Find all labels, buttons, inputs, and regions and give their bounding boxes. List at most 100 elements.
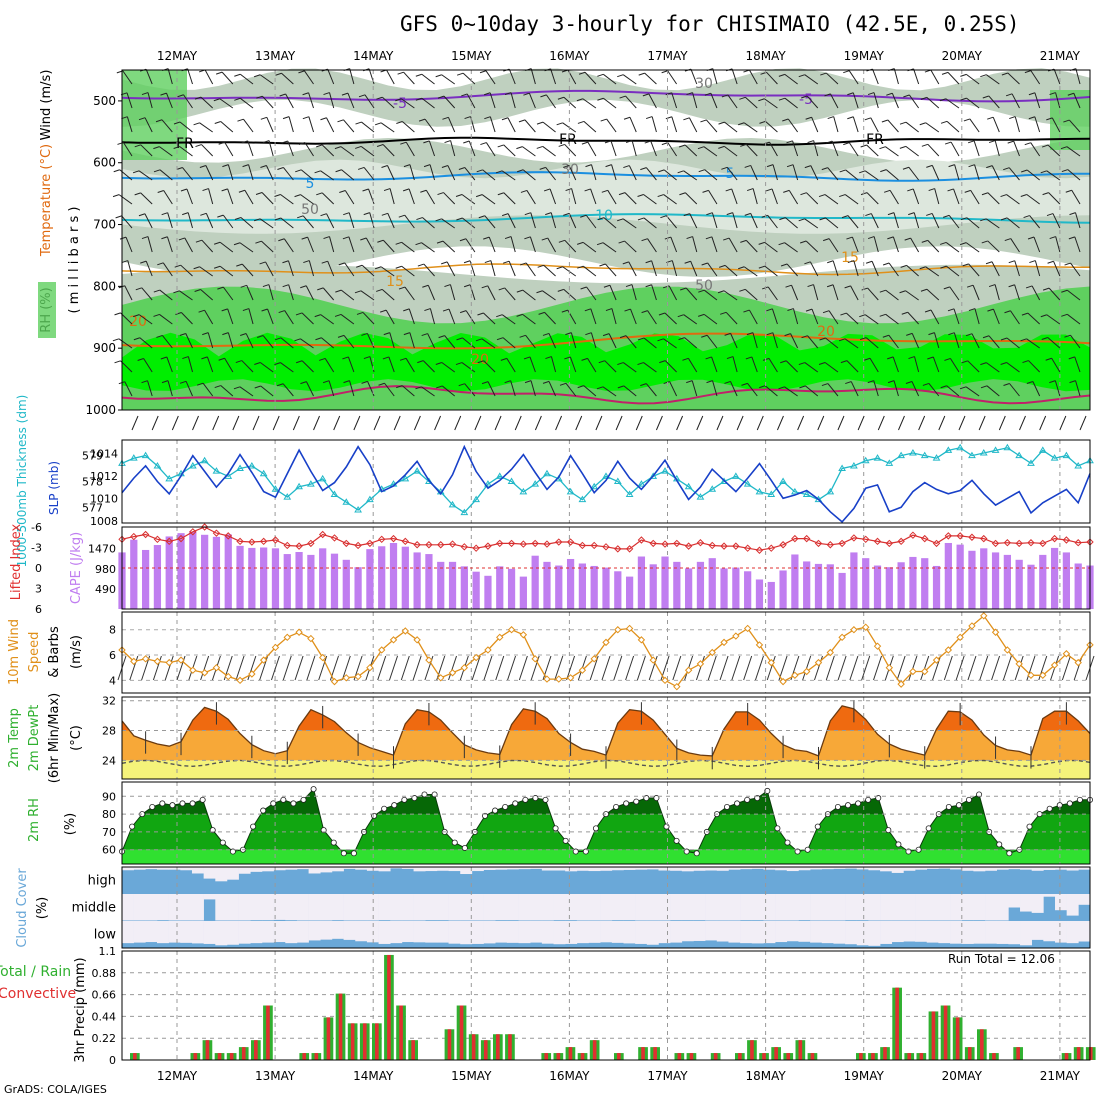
upper-wind-barb-flag [577,385,584,389]
upper-wind-barb [187,212,193,229]
upper-wind-barb [1051,117,1061,133]
upper-wind-barb-flag [236,263,243,267]
upper-wind-barb-flag [354,290,362,294]
cloud-clear-middle [635,894,648,921]
upper-wind-barb [300,338,314,349]
upper-wind-barb-flag [840,360,848,364]
cloud-clear-high [600,867,613,871]
wind10m-barb [235,655,245,681]
upper-wind-barb [219,98,234,109]
cape-bar [507,568,516,609]
upper-wind-barb-flag [455,194,463,197]
cloud-clear-middle [355,894,368,921]
upper-wind-barb-flag [1028,92,1036,96]
upper-wind-barb-flag [458,167,466,171]
upper-wind-barb [482,169,496,181]
upper-wind-barb [893,68,899,85]
upper-wind-barb [1075,212,1081,229]
upper-wind-barb [163,190,173,205]
upper-wind-barb [667,70,678,85]
upper-wind-barb [421,73,435,85]
cloud-clear-low [1008,921,1021,945]
upper-wind-barb-flag [545,356,552,360]
upper-wind-barb [1034,116,1041,133]
precip-convective-bar [266,1005,270,1060]
upper-wind-barb-flag [619,95,626,99]
upper-wind-barb [1066,146,1081,157]
cloud-clear-middle [273,894,286,920]
upper-wind-barb [161,119,173,133]
upper-wind-barb [1074,356,1081,373]
upper-wind-barb [663,338,677,349]
upper-wind-barb-flag [475,194,483,198]
upper-wind-barb [872,68,879,85]
upper-wind-barb [865,337,879,349]
day-label-top: 16MAY [549,49,590,63]
upper-wind-barb-flag [463,140,470,144]
surface-wind-barb [1059,415,1067,431]
upper-wind-barb-flag [844,285,851,289]
upper-wind-barb [144,213,153,229]
cloud-clear-middle [1020,894,1032,912]
upper-wind-barb [985,218,1000,229]
upper-wind-barb-flag [801,95,808,99]
upper-wind-barb [602,386,617,397]
upper-wind-barb-flag [746,332,754,336]
contour-label: 15 [841,250,859,266]
upper-wind-barb [409,332,415,349]
upper-wind-barb-flag [965,333,973,337]
upper-wind-barb [220,385,234,397]
rh2m-panel [121,781,1091,865]
upper-wind-barb-flag [557,288,564,292]
ylabel-precip: 3hr Precip (mm) [73,957,88,1062]
cloud-level-high: high [88,874,116,889]
upper-wind-barb-flag [887,380,895,384]
pressure-tick: 600 [93,156,116,170]
upper-wind-barb [748,309,758,325]
rh2m-point [744,796,751,803]
upper-wind-barb-flag [988,140,996,144]
surface-wind-barb [978,415,986,431]
cloud-clear-middle [436,894,449,921]
rh2m-tick: 80 [102,808,116,821]
cloud-clear-low [320,921,333,940]
upper-wind-barb [388,356,395,373]
upper-wind-barb [568,213,577,229]
upper-wind-barb [930,309,940,325]
upper-wind-barb-flag [847,260,855,264]
cloud-clear-middle [553,894,566,921]
upper-wind-barb-flag [182,356,189,360]
cloud-clear-high [203,867,216,879]
upper-wind-barb-flag [705,236,713,240]
upper-wind-barb-flag [1026,381,1034,384]
upper-wind-barb-flag [153,146,160,150]
upper-wind-barb [651,284,657,301]
upper-wind-barb [667,142,678,157]
cloud-clear-low [355,921,368,942]
upper-wind-barb-flag [584,188,591,192]
cloud-clear-low [635,921,648,944]
upper-wind-barb-flag [800,240,807,244]
surface-wind-barb [676,415,684,431]
upper-wind-barb [926,288,940,301]
surface-wind-barb [615,415,623,431]
upper-wind-barb [671,260,678,277]
cloud-clear-middle [1078,894,1091,905]
cloud-clear-middle [740,894,753,921]
cloud-clear-low [880,921,893,944]
wind10m-point [696,660,705,668]
upper-wind-barb-flag [540,94,547,98]
rh2m-point [512,800,519,807]
upper-wind-barb [752,188,758,205]
cloud-clear-low [985,921,997,944]
wind10m-point [897,680,905,688]
surface-wind-barb [877,415,885,431]
slp-tick: 1012 [90,470,118,483]
upper-wind-barb-flag [618,192,626,196]
cloud-clear-low [1043,921,1056,942]
upper-wind-barb [344,190,355,205]
upper-wind-barb-flag [883,189,891,193]
upper-wind-barb-flag [441,261,448,265]
upper-wind-barb [804,218,819,229]
cloud-clear-low [1031,921,1044,940]
